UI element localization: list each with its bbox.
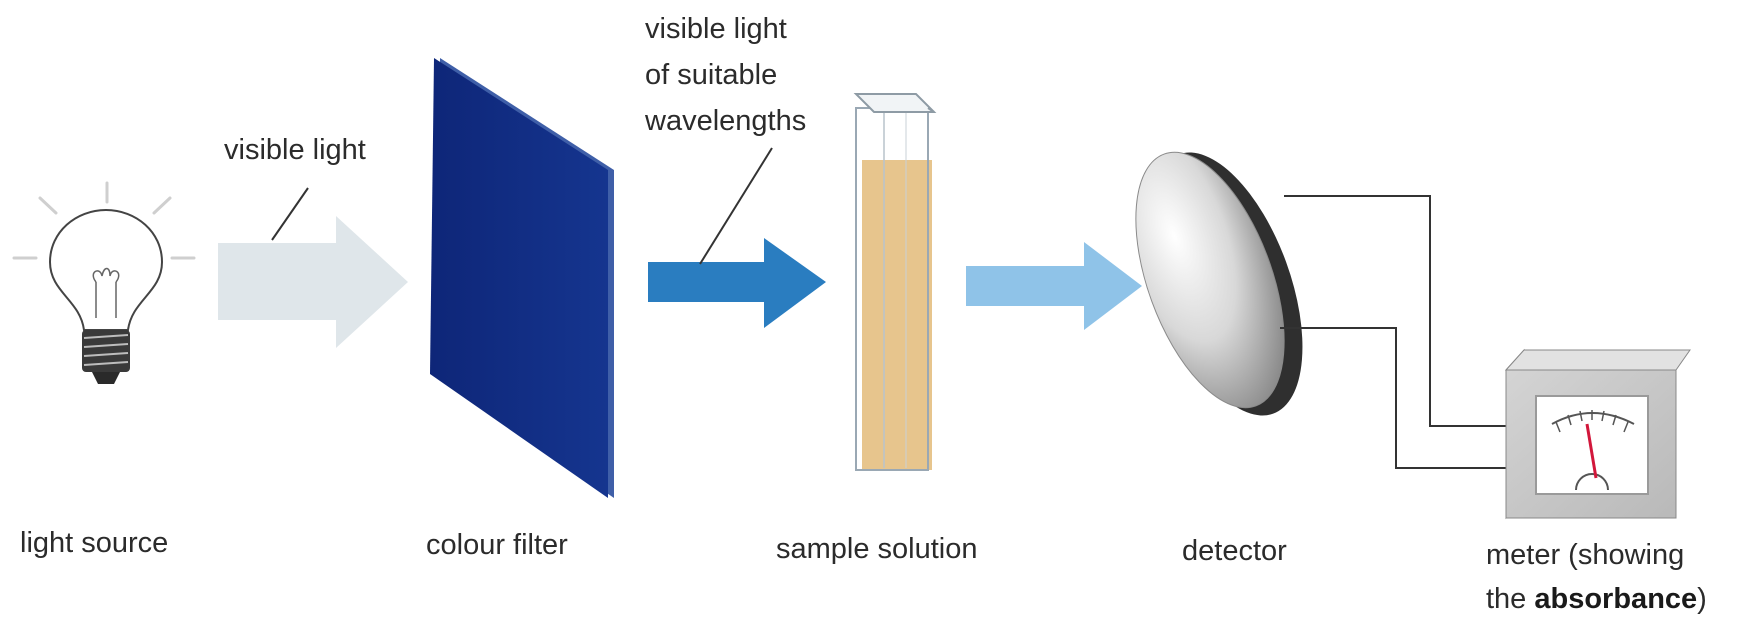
sample-solution-label: sample solution [776, 533, 978, 565]
cuvette [853, 93, 937, 471]
visible-light-callout: visible light [224, 134, 366, 166]
detector-label: detector [1182, 535, 1287, 567]
wires [1280, 195, 1512, 469]
meter-icon [1504, 348, 1691, 520]
meter-label-line1: meter (showing [1486, 539, 1685, 571]
suitable-wavelengths-callout-line1: visible light [645, 13, 787, 45]
absorbance-term: absorbance [1534, 583, 1698, 615]
meter-label-close-paren: ) [1697, 583, 1707, 615]
suitable-wavelengths-leader [699, 147, 773, 265]
light-source-label: light source [20, 527, 169, 559]
light-bulb-icon [12, 181, 196, 384]
transmitted-light-arrow [966, 242, 1142, 330]
meter-label-line2: the absorbance) [1486, 576, 1707, 622]
filtered-light-arrow [648, 238, 826, 328]
colour-filter-label: colour filter [426, 529, 568, 561]
meter-needle [1585, 423, 1598, 479]
white-light-arrow [218, 216, 408, 348]
visible-light-leader [271, 187, 309, 241]
detector [1135, 151, 1303, 416]
meter-label-the: the [1486, 583, 1535, 615]
colour-filter [430, 58, 614, 498]
suitable-wavelengths-callout-line2: of suitable [645, 59, 778, 91]
suitable-wavelengths-callout-line3: wavelengths [645, 105, 807, 137]
